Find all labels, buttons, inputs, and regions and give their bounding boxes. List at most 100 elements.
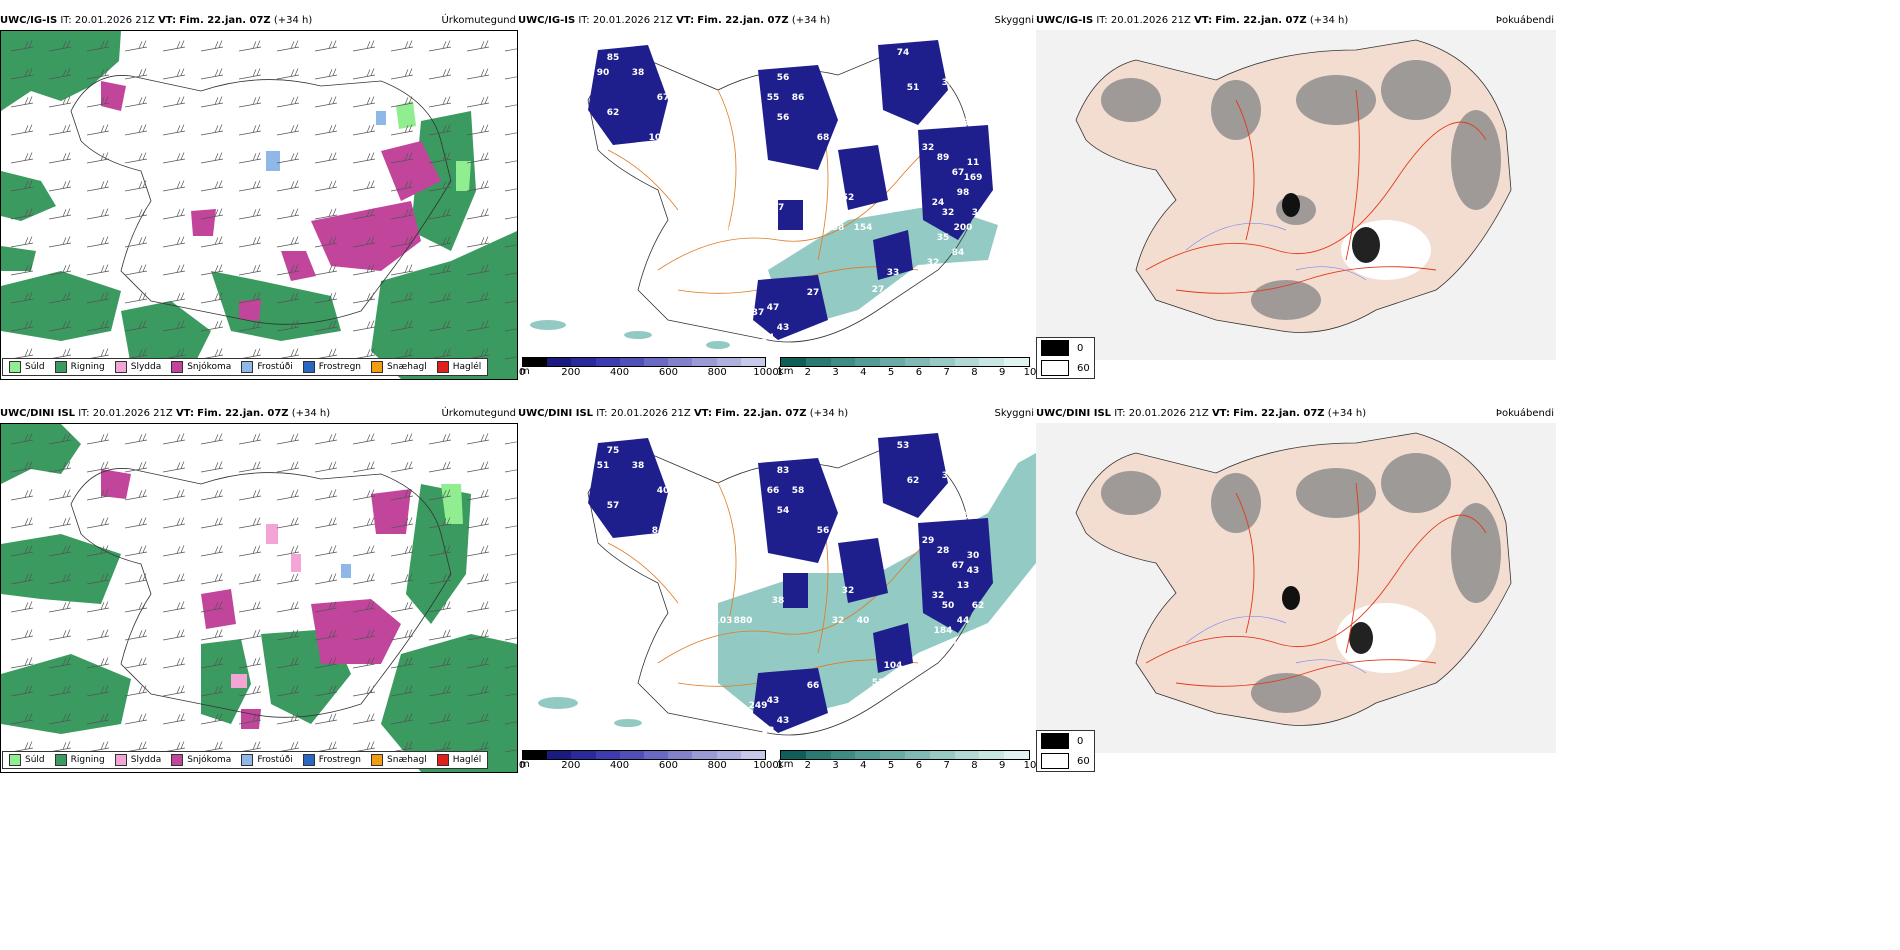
legend-swatch [302,754,315,766]
wind-barb [162,573,186,585]
wind-barb [466,433,490,445]
it-label: IT: [596,408,608,419]
colorbar-segment [668,751,693,759]
panel-header: UWC/IG-IS IT: 20.01.2026 21Z VT: Fim. 22… [518,12,1036,30]
cloud-base-label: 32 [942,208,955,218]
wind-barb [10,629,34,641]
wind-barb [238,96,262,108]
wind-barb [10,96,34,108]
colorbar-tick-label: 5 [887,367,895,378]
wind-barb [504,76,517,80]
wind-barb [124,657,148,669]
wind-barb [428,152,452,164]
wind-barb [428,629,452,641]
wind-barb [10,545,34,557]
wind-barb [86,264,110,276]
wind-barb [48,68,72,80]
wind-barb [48,236,72,248]
cloud-base-label: 50 [942,601,955,611]
precip-panel-row2: UWC/DINI ISL IT: 20.01.2026 21Z VT: Fim.… [0,405,518,773]
cloud-base-label: 880 [734,616,753,626]
wind-barb [238,489,262,501]
cloud-base-label: 37 [752,308,765,318]
wind-barb [390,461,414,473]
colorbar-tick-label: 3 [832,367,839,378]
cloud-base-label: 51 [597,461,610,471]
wind-barb [124,180,148,192]
lead-time: (+34 h) [1309,15,1349,26]
vt-value: Fim. 22.jan. 07Z [697,15,789,26]
cloud-base-label: 38 [632,461,645,471]
cloud-base-label: 47 [767,303,780,313]
colorbar-ticks: 0 200 400 600 800 1000 [518,367,779,379]
cloud-base-label: 62 [907,476,920,486]
wind-barb [162,629,186,641]
wind-barb [162,685,186,697]
wind-barb [390,713,414,725]
precip-type-legend: Súld Rigning Slydda Snjókoma Frostúði Fr… [2,358,489,376]
wind-barb [390,152,414,164]
wind-barb [314,573,338,585]
cloud-base-label: 100 [649,133,668,143]
cloud-base-label: 38 [942,78,955,88]
cloud-base-label: 40 [857,616,870,626]
legend-item: Súld [9,361,45,373]
wind-barb [466,124,490,136]
lead-time: (+34 h) [291,408,331,419]
legend-label: Snæhagl [387,755,427,765]
wind-barb [352,517,376,529]
cloud-base-label: 56 [777,73,790,83]
colorbar-tick-label: 0 [518,367,526,378]
wind-barb [390,685,414,697]
fog-legend-label: 0 [1077,342,1084,354]
wind-barb [504,441,517,445]
wind-barb [86,601,110,613]
cloud-base-label: 54 [762,333,775,343]
wind-barb [238,461,262,473]
wind-barb [238,433,262,445]
wind-barb [238,629,262,641]
cloud-base-label: 32 [832,616,845,626]
wind-barb [200,236,224,248]
colorbar-ticks: 1 2 3 4 5 6 7 8 9 10 [776,367,1036,379]
wind-barb [428,461,452,473]
wind-barb [276,40,300,52]
wind-barb [48,601,72,613]
wind-barb [48,657,72,669]
wind-barb [504,469,517,473]
vt-value: Fim. 22.jan. 07Z [715,408,807,419]
cloud-base-label: 27 [807,288,820,298]
wind-barb [428,292,452,304]
cloud-base-label: 75 [607,446,620,456]
colorbar-tick-label: 800 [707,760,727,771]
cloud-base-label: 90 [597,68,610,78]
wind-barb [162,152,186,164]
cloud-base-colorbar: 0 200 400 600 800 1000 m [519,750,779,772]
cloud-base-label: 27 [872,285,885,295]
wind-barb [48,264,72,276]
wind-barb [352,545,376,557]
wind-barb [200,573,224,585]
wind-barb [504,525,517,529]
wind-barb [466,40,490,52]
wind-barb [352,208,376,220]
fog-legend-label: 0 [1077,735,1084,747]
wind-barb [314,40,338,52]
wind-barb [200,208,224,220]
wind-barb [504,216,517,220]
wind-barb [276,96,300,108]
wind-barb [238,236,262,248]
wind-barb [48,152,72,164]
wind-barb [10,517,34,529]
colorbar-tick-label: 200 [561,367,581,378]
wind-barb [466,601,490,613]
legend-item: Snæhagl [371,361,427,373]
wind-barb [428,264,452,276]
wind-barb [276,629,300,641]
wind-barb [124,96,148,108]
colorbar-tick-label: 1 [776,367,784,378]
wind-barb [124,629,148,641]
wind-barb [200,180,224,192]
colorbar-segment [523,358,548,366]
